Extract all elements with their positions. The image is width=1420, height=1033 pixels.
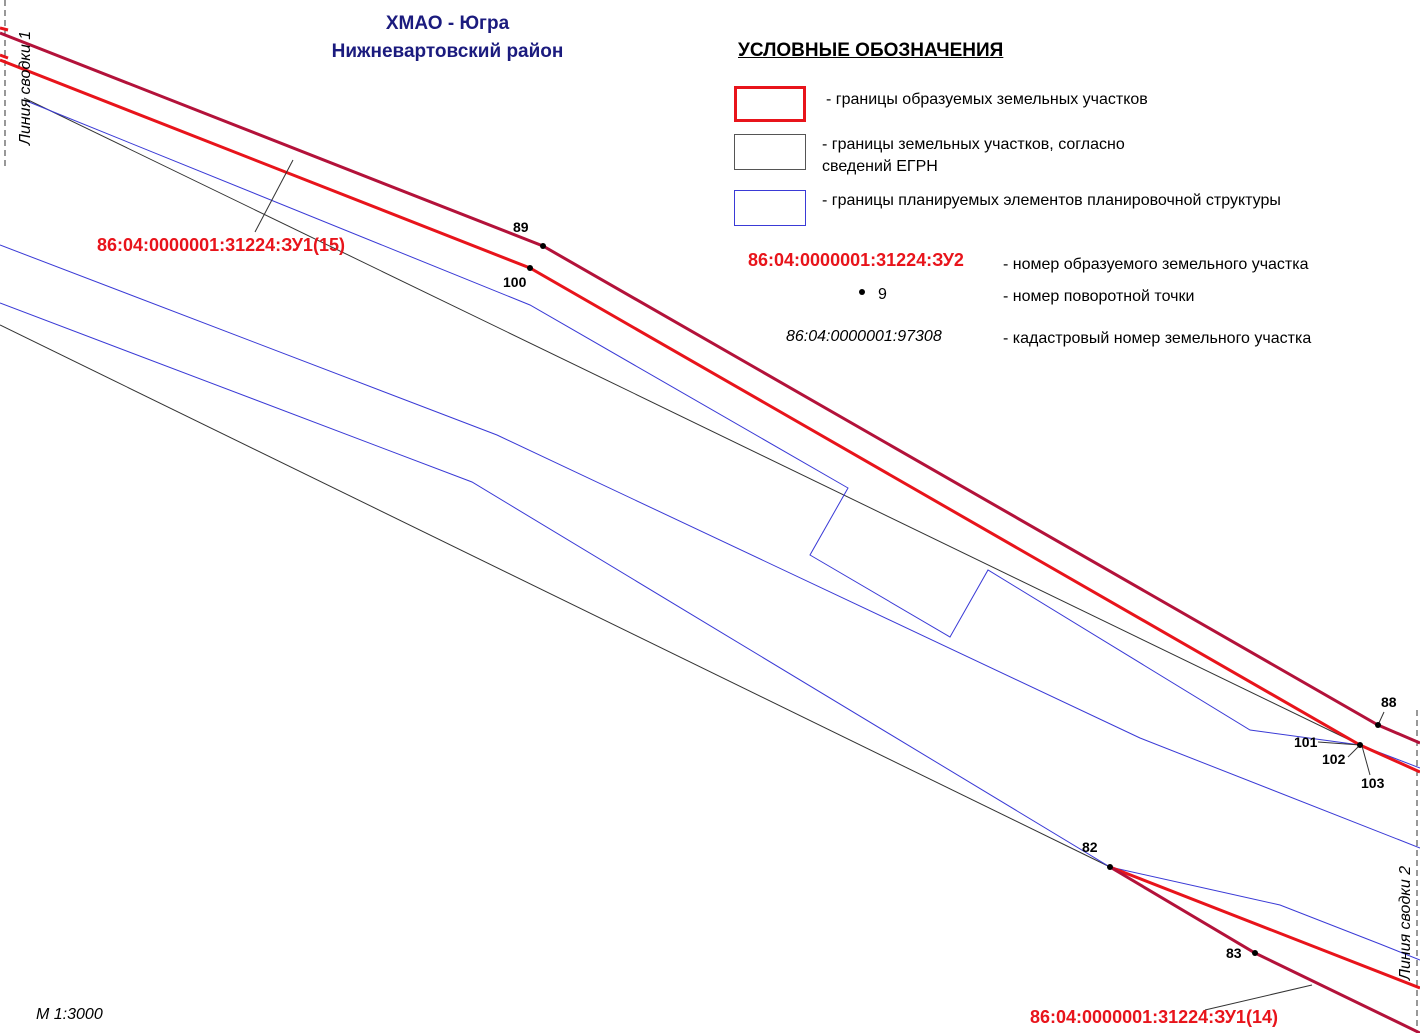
- legend-text-cadastral: - кадастровый номер земельного участка: [1003, 330, 1312, 347]
- legend-text-parcel-number: - номер образуемого земельного участка: [1003, 256, 1309, 273]
- point-label-103: 103: [1361, 775, 1385, 791]
- turning-point-88: [1375, 722, 1381, 728]
- planned-boundary-middle: [0, 244, 1420, 849]
- legend-swatch-formed: [734, 86, 806, 122]
- turning-point-89: [540, 243, 546, 249]
- legend-text-planned: - границы планируемых элементов планиров…: [822, 192, 1281, 209]
- leader-line-zu15: [254, 159, 294, 233]
- turning-point-82: [1107, 864, 1113, 870]
- turning-point-100: [527, 265, 533, 271]
- egrn-boundary-upper: [23, 97, 1361, 746]
- point-label-82: 82: [1082, 839, 1098, 855]
- formed-boundary-south-upper: [1109, 865, 1420, 990]
- parcel-label-zu15: 86:04:0000001:31224:ЗУ1(15): [97, 235, 345, 255]
- point-label-100: 100: [503, 274, 527, 290]
- formed-boundary-lower: [0, 58, 1420, 774]
- district-title: Нижневартовский район: [331, 41, 564, 62]
- map-scale: М 1:3000: [36, 1006, 103, 1023]
- legend-text-formed: - границы образуемых земельных участков: [826, 91, 1148, 108]
- legend-text-turning-point: - номер поворотной точки: [1003, 288, 1195, 305]
- legend-cadastral-sample: 86:04:0000001:97308: [786, 328, 942, 345]
- legend-parcel-number-sample: 86:04:0000001:31224:ЗУ2: [748, 250, 964, 270]
- formed-boundary-edge-mark: [0, 26, 9, 32]
- turning-point-83: [1252, 950, 1258, 956]
- point-label-88: 88: [1381, 694, 1397, 710]
- leader-line-101: [1317, 741, 1361, 746]
- formed-boundary-edge-mark: [0, 53, 9, 60]
- point-label-101: 101: [1294, 734, 1318, 750]
- point-label-89: 89: [513, 219, 529, 235]
- legend-swatch-egrn: [734, 134, 806, 170]
- stitch-line-2-label: Линия сводки 2: [1397, 866, 1414, 981]
- legend-turning-point-sample: 9: [878, 286, 887, 303]
- legend-text-egrn-line2: сведений ЕГРН: [822, 158, 938, 175]
- parcel-label-zu14: 86:04:0000001:31224:ЗУ1(14): [1030, 1007, 1278, 1027]
- planned-boundary-lower: [0, 302, 1420, 961]
- legend-turning-point-dot: [859, 289, 865, 295]
- point-label-83: 83: [1226, 945, 1242, 961]
- egrn-boundary-lower: [0, 324, 1111, 868]
- region-title: ХМАО - Югра: [385, 13, 510, 34]
- turning-point-101: [1357, 742, 1363, 748]
- formed-boundary-upper: [0, 31, 1420, 745]
- legend-swatch-planned: [734, 190, 806, 226]
- legend-text-egrn-line1: - границы земельных участков, согласно: [822, 136, 1125, 153]
- stitch-line-1-label: Линия сводки 1: [17, 31, 34, 146]
- leader-line-103: [1361, 745, 1371, 776]
- planned-boundary-upper: [23, 99, 1420, 769]
- legend-heading: УСЛОВНЫЕ ОБОЗНАЧЕНИЯ: [738, 40, 1004, 61]
- leader-line-zu14: [1204, 984, 1313, 1011]
- point-label-102: 102: [1322, 751, 1346, 767]
